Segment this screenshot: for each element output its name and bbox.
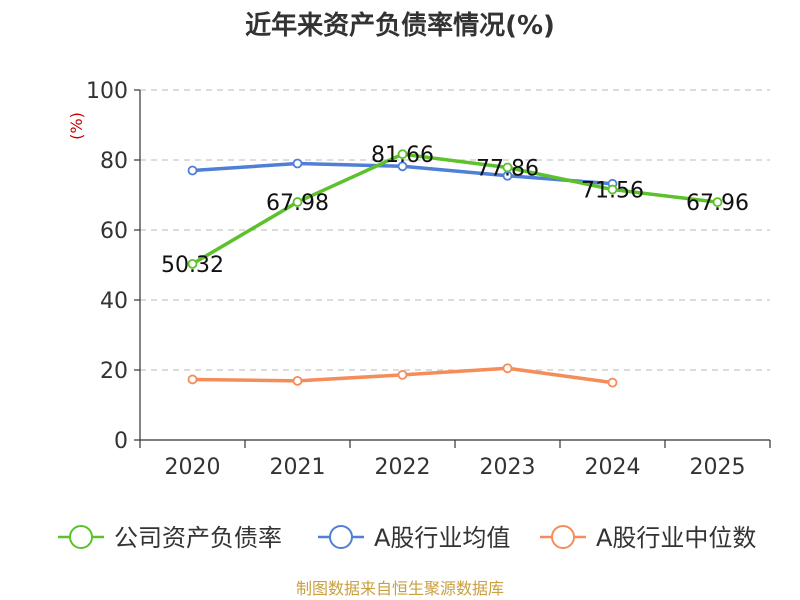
series-0 [187, 149, 723, 269]
axes [134, 89, 771, 448]
data-label-2021: 67.98 [266, 191, 329, 216]
y-tick-label-100: 100 [86, 79, 128, 104]
series-1-point-2022 [397, 161, 408, 172]
series-2-point-2024 [607, 377, 618, 388]
series-1-point-2021 [292, 158, 303, 169]
data-label-2024: 71.56 [581, 179, 644, 204]
series-2-point-2021 [292, 375, 303, 386]
series-0-point-2020 [187, 258, 198, 269]
y-axis-ticks: 0 20 40 60 80 100 [86, 79, 128, 454]
series-0-point-2024 [607, 184, 618, 195]
legend: 公司资产负债率 A股行业均值 A股行业中位数 [58, 524, 756, 552]
chart-title: 近年来资产负债率情况(%) [245, 10, 555, 41]
series-0-point-2023 [502, 162, 513, 173]
legend-marker-1 [329, 525, 353, 549]
data-label-2022: 81.66 [371, 143, 434, 168]
data-label-2025: 67.96 [686, 191, 749, 216]
legend-item-1: A股行业均值 [318, 524, 510, 552]
data-label-2023: 77.86 [476, 156, 539, 181]
series-0-point-2022 [397, 149, 408, 160]
y-axis-unit-label: (%) [67, 112, 86, 140]
series-line-0 [191, 152, 718, 266]
x-tick-label-2021: 2021 [270, 455, 326, 480]
y-tick-label-60: 60 [100, 219, 128, 244]
y-tick-label-80: 80 [100, 149, 128, 174]
legend-marker-0 [69, 525, 93, 549]
series-2 [187, 363, 618, 388]
y-tick-label-40: 40 [100, 289, 128, 314]
series-2-point-2022 [397, 369, 408, 380]
series-2-point-2023 [502, 363, 513, 374]
y-tick-label-20: 20 [100, 359, 128, 384]
x-tick-label-2024: 2024 [585, 455, 641, 480]
series-0-point-2021 [292, 197, 303, 207]
x-tick-label-2025: 2025 [690, 455, 746, 480]
legend-label-1: A股行业均值 [374, 524, 510, 552]
legend-label-2: A股行业中位数 [596, 524, 756, 552]
data-labels: 50.32 67.98 81.66 77.86 71.56 67.96 [161, 143, 749, 278]
data-label-2020: 50.32 [161, 253, 224, 278]
series-2-point-2020 [187, 374, 198, 385]
legend-item-0: 公司资产负债率 [58, 524, 282, 552]
x-tick-label-2022: 2022 [375, 455, 431, 480]
series-0-point-2025 [712, 197, 723, 208]
gridlines [140, 89, 770, 371]
legend-label-0: 公司资产负债率 [114, 524, 282, 552]
source-note: 制图数据来自恒生聚源数据库 [296, 579, 504, 598]
y-tick-label-0: 0 [114, 429, 128, 454]
series-layer [187, 149, 723, 388]
x-tick-label-2020: 2020 [165, 455, 221, 480]
legend-marker-2 [551, 525, 575, 549]
x-axis-ticks: 2020 2021 2022 2023 2024 2025 [165, 455, 746, 480]
legend-item-2: A股行业中位数 [540, 524, 756, 552]
x-tick-label-2023: 2023 [480, 455, 536, 480]
series-1-point-2020 [187, 165, 198, 176]
